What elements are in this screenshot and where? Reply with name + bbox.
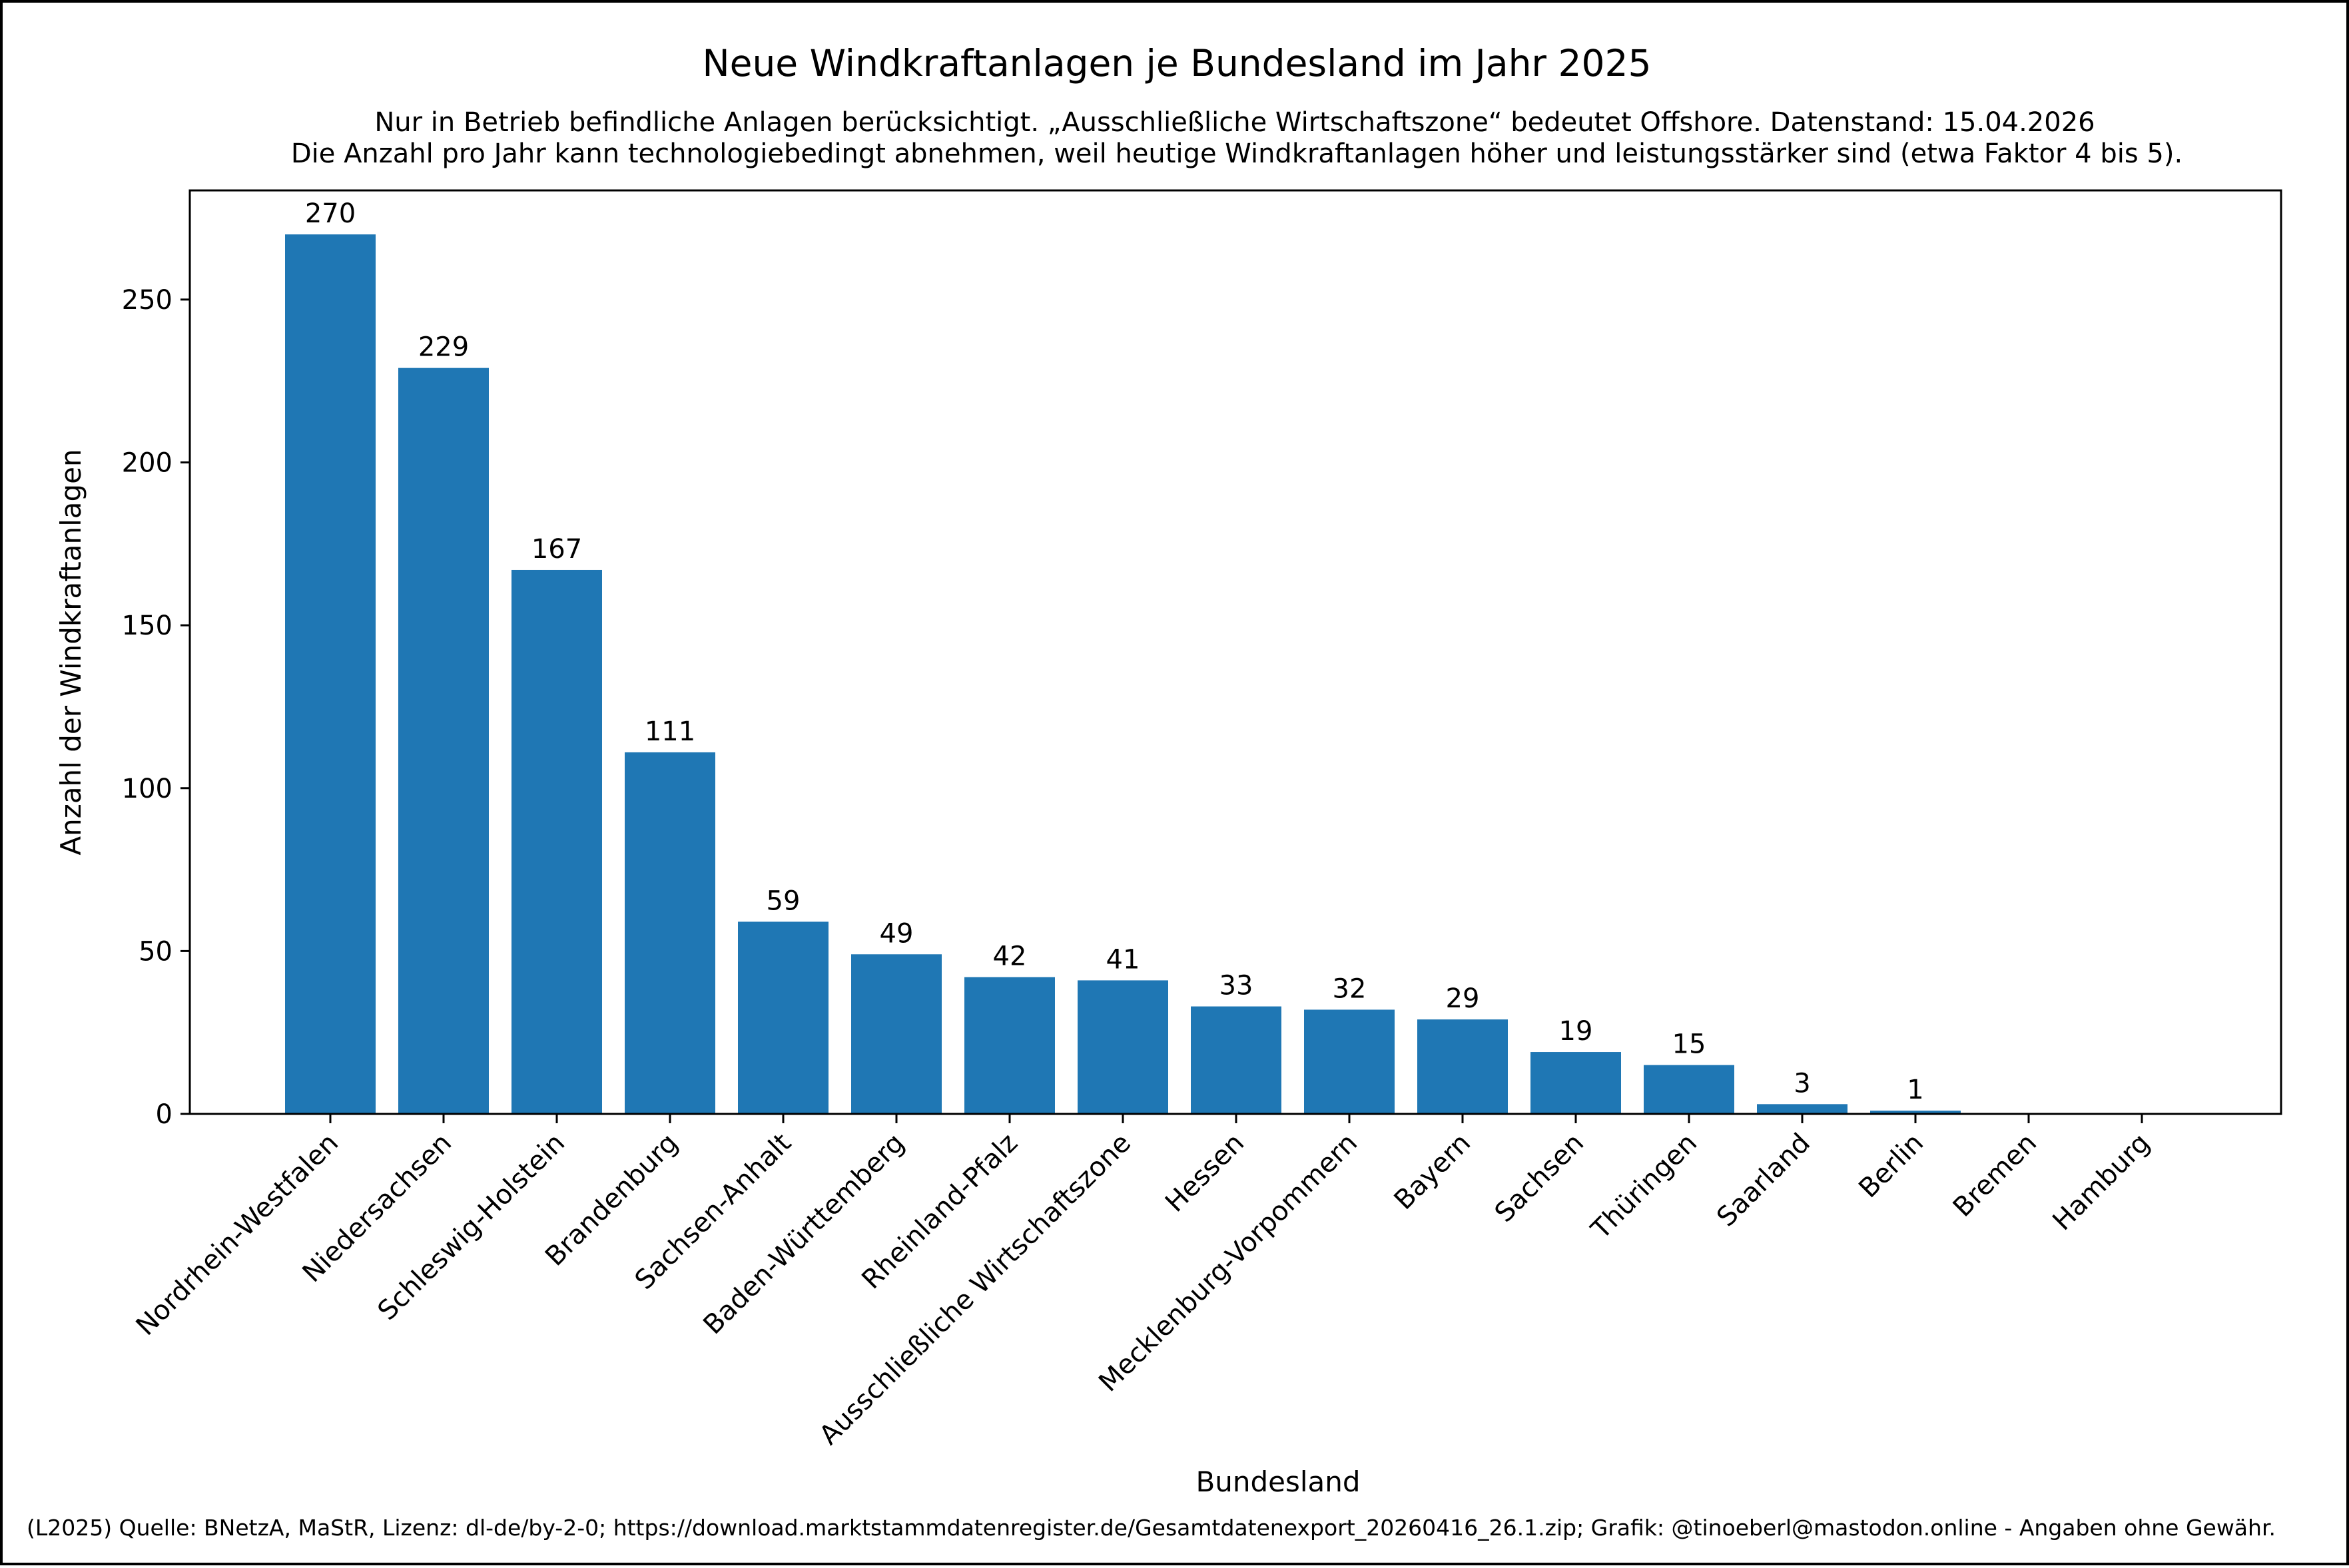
x-tick-label: Bremen bbox=[1947, 1128, 2043, 1223]
x-tick-label: Bayern bbox=[1389, 1128, 1477, 1216]
x-tick-label: Nordrhein-Westfalen bbox=[131, 1128, 344, 1342]
bar-rheinland-pfalz bbox=[964, 977, 1055, 1114]
x-axis: Nordrhein-WestfalenNiedersachsenSchleswi… bbox=[131, 1114, 2156, 1451]
bar-value-label: 3 bbox=[1794, 1068, 1810, 1099]
bar-bayern bbox=[1417, 1019, 1508, 1114]
chart-subtitle-line-2: Die Anzahl pro Jahr kann technologiebedi… bbox=[291, 138, 2182, 169]
y-tick-label: 150 bbox=[122, 611, 172, 641]
bar-value-labels: 270 229 167 111 59 49 42 41 33 32 29 19 15 3 1 bbox=[305, 198, 1924, 1105]
x-tick-label: Sachsen bbox=[1489, 1128, 1590, 1228]
bar-niedersachsen bbox=[398, 368, 489, 1114]
bar-value-label: 59 bbox=[767, 886, 801, 916]
x-tick-label: Thüringen bbox=[1585, 1128, 1703, 1246]
bar-value-label: 41 bbox=[1106, 944, 1140, 975]
x-tick-label: Saarland bbox=[1711, 1128, 1816, 1233]
bar-value-label: 15 bbox=[1672, 1029, 1706, 1060]
bar-value-label: 29 bbox=[1446, 983, 1480, 1014]
plot-area-frame bbox=[188, 189, 2282, 1115]
y-tick-label: 0 bbox=[156, 1099, 172, 1130]
bar-sachsen bbox=[1530, 1052, 1621, 1114]
x-tick-label: Schleswig-Holstein bbox=[372, 1128, 571, 1327]
bar-value-label: 167 bbox=[531, 534, 582, 565]
bar-value-label: 229 bbox=[418, 332, 469, 363]
chart-subtitle-line-1: Nur in Betrieb befindliche Anlagen berüc… bbox=[374, 107, 2095, 138]
x-tick-label: Berlin bbox=[1853, 1128, 1929, 1204]
x-tick-label: Hamburg bbox=[2047, 1128, 2156, 1237]
bar-baden-württemberg bbox=[851, 954, 942, 1114]
bar-thüringen bbox=[1644, 1065, 1734, 1114]
x-tick-label: Baden-Württemberg bbox=[697, 1128, 910, 1341]
bar-value-label: 1 bbox=[1907, 1075, 1923, 1105]
bar-value-label: 42 bbox=[993, 941, 1027, 972]
bar-brandenburg bbox=[625, 752, 715, 1114]
bar-value-label: 33 bbox=[1219, 971, 1253, 1001]
source-credit: (L2025) Quelle: BNetzA, MaStR, Lizenz: d… bbox=[27, 1515, 2276, 1541]
bar-value-label: 111 bbox=[645, 716, 695, 747]
bar-value-label: 270 bbox=[305, 198, 356, 229]
x-axis-label: Bundesland bbox=[1195, 1465, 1360, 1498]
bar-chart: Neue Windkraftanlagen je Bundesland im J… bbox=[27, 42, 2282, 1541]
y-axis: 0 50 100 150 200 250 bbox=[122, 285, 190, 1130]
y-tick-label: 250 bbox=[122, 285, 172, 316]
bar-saarland bbox=[1757, 1104, 1847, 1114]
y-tick-label: 50 bbox=[139, 936, 172, 967]
bar-series bbox=[285, 234, 1961, 1114]
bar-hessen bbox=[1191, 1006, 1281, 1114]
bar-value-label: 32 bbox=[1333, 973, 1367, 1004]
bar-value-label: 49 bbox=[880, 918, 914, 949]
bar-ausschließliche-wirtschaftszone bbox=[1078, 980, 1168, 1114]
bar-mecklenburg-vorpommern bbox=[1304, 1009, 1395, 1114]
y-tick-label: 100 bbox=[122, 774, 172, 804]
x-tick-label: Hessen bbox=[1160, 1128, 1250, 1218]
bar-schleswig-holstein bbox=[511, 569, 602, 1114]
bar-value-label: 19 bbox=[1559, 1016, 1593, 1047]
chart-title: Neue Windkraftanlagen je Bundesland im J… bbox=[702, 42, 1651, 85]
y-axis-label: Anzahl der Windkraftanlagen bbox=[55, 449, 87, 855]
bar-nordrhein-westfalen bbox=[285, 234, 376, 1114]
bar-sachsen-anhalt bbox=[738, 921, 829, 1114]
bar-berlin bbox=[1870, 1111, 1961, 1114]
y-tick-label: 200 bbox=[122, 448, 172, 479]
